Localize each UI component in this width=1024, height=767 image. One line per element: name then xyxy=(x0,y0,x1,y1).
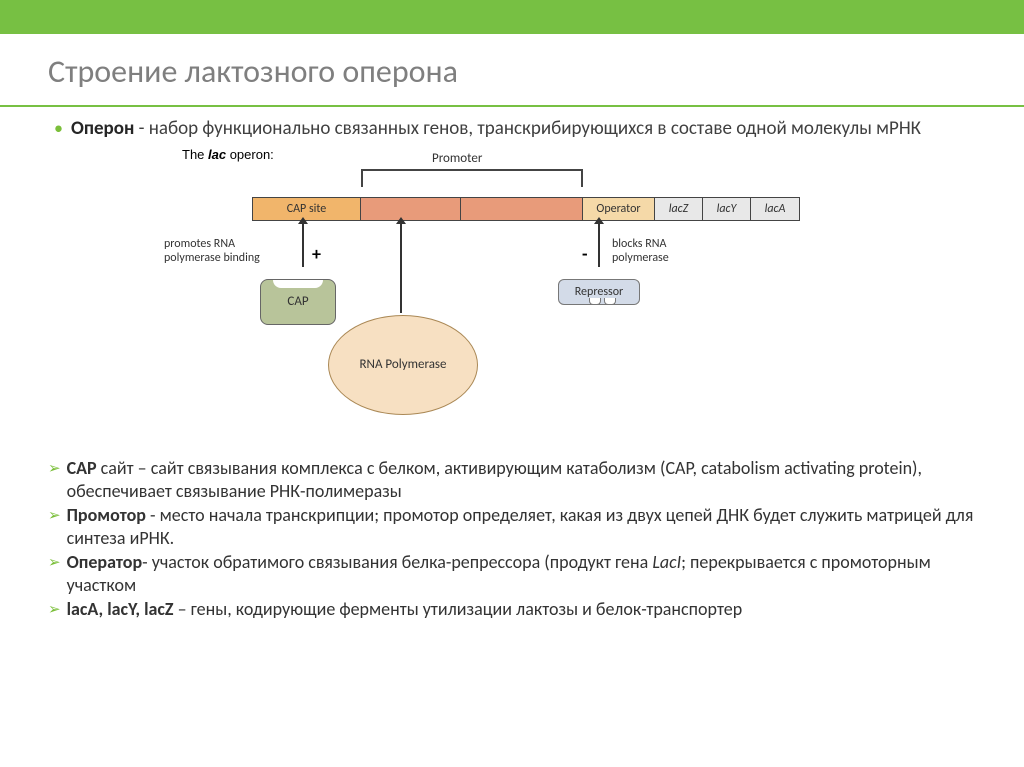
legend-item-0: ➢ CAP сайт – сайт связывания комплекса с … xyxy=(48,457,976,503)
cap-annotation-l1: promotes RNA xyxy=(164,237,235,251)
chevron-right-icon: ➢ xyxy=(48,504,61,526)
repressor-label: Repressor xyxy=(575,285,623,299)
cap-protein-label: CAP xyxy=(287,294,308,309)
operon-track: CAP siteOperatorlacZlacYlacA xyxy=(252,197,800,221)
definition-row: • Оперон - набор функционально связанных… xyxy=(48,117,976,141)
promoter-bracket-label: Promoter xyxy=(432,151,482,166)
rna-polymerase-shape: RNA Polymerase xyxy=(328,315,478,415)
diagram-heading-italic: lac xyxy=(208,147,226,162)
definition-rest: - набор функционально связанных генов, т… xyxy=(134,117,921,140)
chevron-right-icon: ➢ xyxy=(48,457,61,479)
block-annotation: blocks RNA polymerase xyxy=(612,237,669,266)
operon-segment-6: lacA xyxy=(751,198,799,220)
cap-protein-shape: CAP xyxy=(260,279,336,325)
legend-text-2: Оператор- участок обратимого связывания … xyxy=(67,551,976,597)
arrow-repressor xyxy=(598,223,600,267)
legend-text-0: CAP сайт – сайт связывания комплекса с б… xyxy=(67,457,976,503)
minus-sign: - xyxy=(582,243,588,265)
operon-segment-2 xyxy=(461,198,583,220)
legend-area: ➢ CAP сайт – сайт связывания комплекса с … xyxy=(0,457,1024,621)
block-annotation-l1: blocks RNA xyxy=(612,237,666,251)
content-area: • Оперон - набор функционально связанных… xyxy=(0,107,1024,447)
operon-segment-4: lacZ xyxy=(655,198,703,220)
chevron-right-icon: ➢ xyxy=(48,551,61,573)
promoter-bracket xyxy=(361,169,583,187)
diagram-heading-prefix: The xyxy=(182,147,208,162)
legend-item-3: ➢ lacA, lacY, lacZ – гены, кодирующие фер… xyxy=(48,598,976,621)
definition-text: Оперон - набор функционально связанных г… xyxy=(71,117,921,141)
bullet-icon: • xyxy=(48,117,63,139)
cap-annotation-l2: polymerase binding xyxy=(164,251,260,265)
plus-sign: + xyxy=(312,243,321,265)
legend-text-1: Промотор - место начала транскрипции; пр… xyxy=(67,504,976,550)
arrow-rnapoly xyxy=(400,223,402,313)
operon-segment-5: lacY xyxy=(703,198,751,220)
repressor-shape: Repressor xyxy=(558,279,640,305)
diagram-heading-suffix: operon: xyxy=(226,147,274,162)
slide-title: Строение лактозного оперона xyxy=(48,52,976,91)
definition-term: Оперон xyxy=(71,117,134,140)
legend-text-3: lacA, lacY, lacZ – гены, кодирующие ферм… xyxy=(67,598,743,621)
block-annotation-l2: polymerase xyxy=(612,251,669,265)
diagram-heading: The lac operon: xyxy=(182,147,274,162)
arrow-cap xyxy=(302,223,304,267)
chevron-right-icon: ➢ xyxy=(48,598,61,620)
legend-item-1: ➢ Промотор - место начала транскрипции; п… xyxy=(48,504,976,550)
operon-segment-1 xyxy=(361,198,461,220)
title-area: Строение лактозного оперона xyxy=(0,34,1024,99)
cap-annotation: promotes RNA polymerase binding xyxy=(164,237,260,266)
lac-operon-diagram: The lac operon: Promoter CAP siteOperato… xyxy=(152,147,872,447)
accent-bar-top xyxy=(0,0,1024,34)
rna-polymerase-label: RNA Polymerase xyxy=(360,357,447,372)
legend-item-2: ➢ Оператор- участок обратимого связывания… xyxy=(48,551,976,597)
